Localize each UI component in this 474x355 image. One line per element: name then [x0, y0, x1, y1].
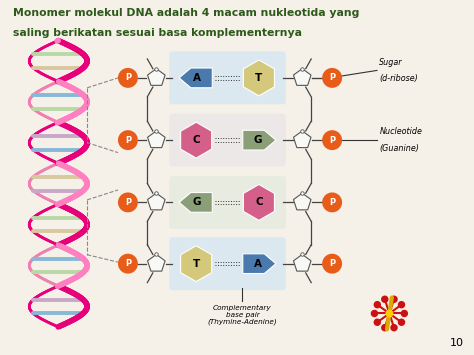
Text: P: P: [329, 259, 335, 268]
Circle shape: [322, 192, 342, 212]
Text: Sugar: Sugar: [380, 58, 403, 67]
Polygon shape: [179, 192, 212, 212]
Polygon shape: [293, 255, 311, 271]
Circle shape: [322, 68, 342, 88]
Text: A: A: [193, 73, 201, 83]
Text: 10: 10: [450, 338, 464, 348]
Circle shape: [118, 130, 138, 150]
Circle shape: [385, 310, 393, 317]
Text: P: P: [125, 73, 131, 82]
Polygon shape: [243, 254, 276, 273]
Text: P: P: [329, 136, 335, 144]
Circle shape: [390, 295, 398, 303]
Text: C: C: [255, 197, 263, 207]
Circle shape: [118, 192, 138, 212]
FancyBboxPatch shape: [169, 237, 286, 290]
Polygon shape: [243, 60, 274, 96]
Text: saling berikatan sesuai basa komplementernya: saling berikatan sesuai basa komplemente…: [13, 28, 302, 38]
Text: C: C: [192, 135, 200, 145]
Circle shape: [322, 130, 342, 150]
Polygon shape: [147, 131, 165, 148]
Circle shape: [398, 318, 405, 326]
Circle shape: [118, 68, 138, 88]
Circle shape: [381, 324, 389, 332]
Polygon shape: [179, 68, 212, 88]
Polygon shape: [181, 246, 212, 282]
Polygon shape: [243, 185, 274, 220]
FancyBboxPatch shape: [169, 176, 286, 229]
Polygon shape: [181, 122, 212, 158]
Text: T: T: [255, 73, 263, 83]
Text: Nucleotide: Nucleotide: [380, 127, 422, 136]
Polygon shape: [293, 131, 311, 148]
Text: P: P: [125, 259, 131, 268]
Circle shape: [322, 254, 342, 274]
Polygon shape: [147, 255, 165, 271]
Polygon shape: [293, 69, 311, 85]
Text: G: G: [254, 135, 262, 145]
Text: P: P: [329, 198, 335, 207]
Circle shape: [401, 310, 408, 317]
Circle shape: [374, 318, 381, 326]
Circle shape: [398, 301, 405, 308]
Circle shape: [371, 310, 378, 317]
Text: P: P: [125, 198, 131, 207]
Circle shape: [390, 324, 398, 332]
Text: Complementary
base pair
(Thymine-Adenine): Complementary base pair (Thymine-Adenine…: [208, 305, 277, 325]
Circle shape: [118, 254, 138, 274]
Text: (Guanine): (Guanine): [380, 144, 419, 153]
Polygon shape: [147, 193, 165, 210]
FancyBboxPatch shape: [169, 51, 286, 104]
Text: Monomer molekul DNA adalah 4 macam nukleotida yang: Monomer molekul DNA adalah 4 macam nukle…: [13, 8, 360, 18]
Text: P: P: [329, 73, 335, 82]
Polygon shape: [293, 193, 311, 210]
Polygon shape: [147, 69, 165, 85]
Polygon shape: [243, 130, 276, 150]
Circle shape: [381, 295, 389, 303]
Text: (d-ribose): (d-ribose): [380, 74, 418, 83]
Circle shape: [374, 301, 381, 308]
Text: G: G: [193, 197, 201, 207]
FancyBboxPatch shape: [169, 114, 286, 166]
Text: A: A: [254, 259, 262, 269]
Text: T: T: [192, 259, 200, 269]
Text: P: P: [125, 136, 131, 144]
